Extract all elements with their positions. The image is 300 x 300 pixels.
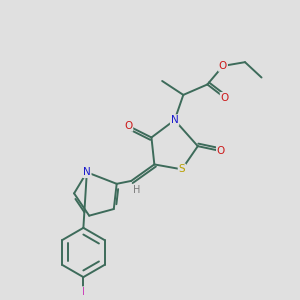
Text: S: S [178,164,185,174]
Text: O: O [220,93,229,103]
Text: I: I [82,287,85,297]
Text: O: O [219,61,227,71]
Text: N: N [171,115,178,125]
Text: O: O [124,121,132,131]
Text: O: O [217,146,225,156]
Text: N: N [83,167,91,177]
Text: H: H [133,184,141,195]
